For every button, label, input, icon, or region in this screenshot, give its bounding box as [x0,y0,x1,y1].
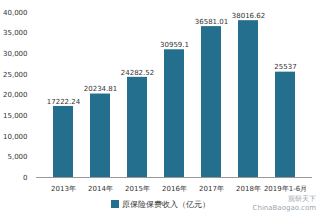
svg-text:36581.01: 36581.01 [195,18,228,26]
svg-text:0: 0 [23,174,27,182]
svg-text:38016.62: 38016.62 [232,12,265,20]
svg-text:2017年: 2017年 [199,185,224,193]
svg-text:25537: 25537 [274,63,296,71]
svg-text:35,000: 35,000 [3,29,28,37]
svg-text:10,000: 10,000 [3,132,28,140]
html-text:观研天下: 观研天下 [288,195,316,203]
svg-text:40,000: 40,000 [3,9,28,17]
svg-text:2019年1-6月: 2019年1-6月 [264,185,307,193]
svg-text:30,000: 30,000 [3,50,28,58]
svg-text:24282.52: 24282.52 [121,69,154,77]
svg-text:2015年: 2015年 [125,185,150,193]
svg-text:15,000: 15,000 [3,112,28,120]
svg-text:5,000: 5,000 [7,153,27,161]
svg-text:2016年: 2016年 [162,185,187,193]
svg-text:17222.24: 17222.24 [47,98,81,106]
html-text:ChinaBaogao.com: ChinaBaogao.com [252,204,316,212]
html-text:原保险保费收入（亿元）: 原保险保费收入（亿元） [121,200,210,209]
svg-text:20234.81: 20234.81 [84,85,117,93]
svg-text:25,000: 25,000 [3,71,28,79]
svg-text:2014年: 2014年 [88,185,113,193]
svg-text:30959.1: 30959.1 [160,41,189,49]
svg-text:2013年: 2013年 [51,185,76,193]
svg-text:20,000: 20,000 [3,91,28,99]
svg-text:2018年: 2018年 [236,185,261,193]
